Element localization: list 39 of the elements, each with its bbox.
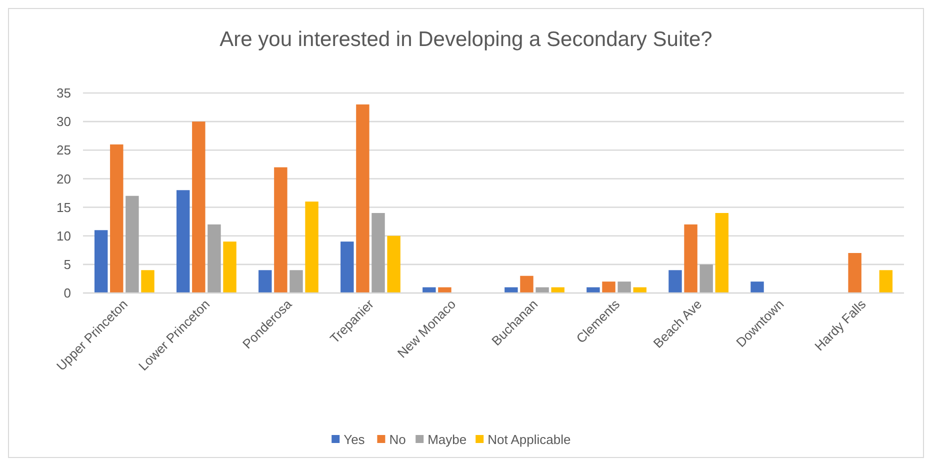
bar: [602, 282, 616, 293]
y-tick-label: 0: [64, 286, 71, 301]
bar: [700, 264, 713, 293]
bar: [848, 253, 862, 293]
bar: [684, 224, 698, 293]
legend-label: No: [389, 432, 406, 447]
y-tick-label: 30: [56, 114, 71, 130]
bar: [208, 224, 221, 293]
bar: [305, 202, 318, 293]
bar: [126, 196, 139, 293]
bar: [750, 282, 764, 293]
y-tick-label: 15: [56, 200, 71, 215]
bar: [258, 270, 272, 293]
bar: [387, 236, 400, 293]
bar: [356, 104, 370, 293]
legend-label: Not Applicable: [488, 432, 571, 447]
bar: [340, 242, 354, 293]
bar: [668, 270, 682, 293]
bar: [274, 167, 288, 293]
bar: [176, 190, 190, 293]
chart-title: Are you interested in Developing a Secondary Suite?: [220, 28, 712, 51]
bar: [192, 122, 206, 293]
bar: [110, 144, 124, 293]
bar: [94, 230, 108, 293]
bar: [879, 270, 893, 293]
legend-label: Maybe: [428, 432, 467, 447]
y-tick-label: 20: [56, 171, 71, 186]
bar: [372, 213, 385, 293]
y-tick-label: 25: [56, 142, 71, 158]
bar: [520, 276, 534, 293]
y-tick-label: 10: [56, 228, 71, 244]
bar: [141, 270, 154, 293]
legend-label: Yes: [344, 432, 366, 447]
bar: [715, 213, 728, 293]
bar: [618, 282, 631, 293]
bar: [223, 242, 236, 293]
y-tick-label: 35: [56, 86, 71, 101]
y-tick-label: 5: [64, 256, 71, 272]
bar: [290, 270, 303, 293]
